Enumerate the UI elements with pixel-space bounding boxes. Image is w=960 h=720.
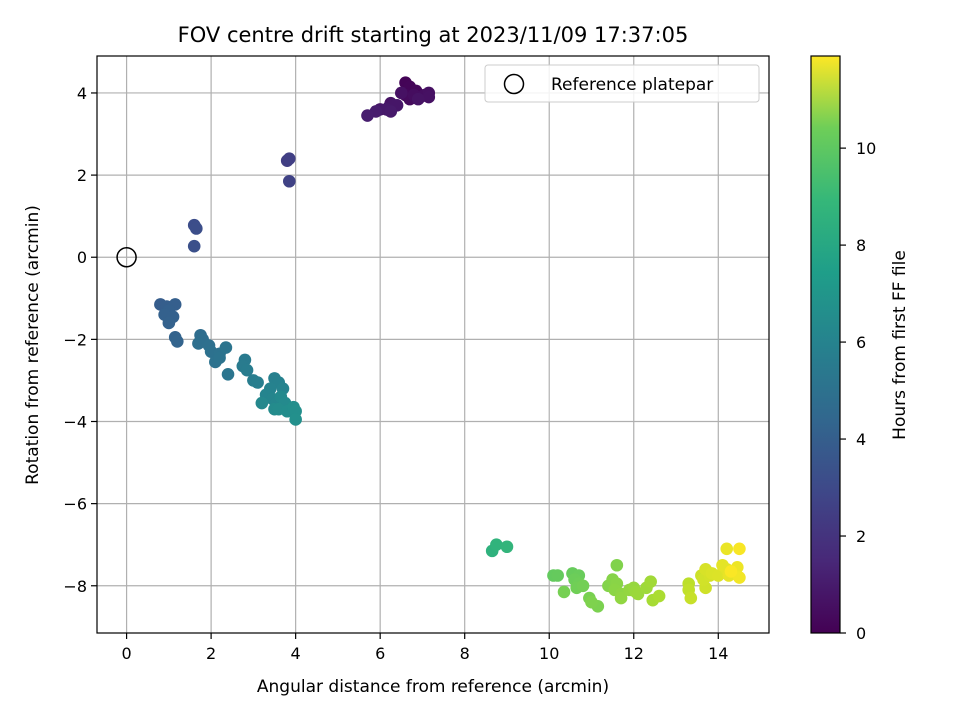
data-point [240, 363, 254, 377]
legend-entry-reference: Reference platepar [551, 75, 713, 95]
x-tick-label: 10 [539, 644, 559, 663]
x-tick-label: 6 [375, 644, 385, 663]
x-tick-label: 0 [121, 644, 131, 663]
data-point [610, 558, 624, 572]
colorbar-tick-label: 8 [856, 236, 866, 255]
colorbar-gradient [810, 55, 841, 634]
y-tick-label: −2 [63, 330, 87, 349]
data-point [644, 575, 657, 588]
legend-marker [503, 73, 525, 95]
y-tick-label: −4 [63, 413, 87, 432]
data-point [576, 579, 590, 593]
data-point [684, 591, 698, 605]
chart-title: FOV centre drift starting at 2023/11/09 … [178, 23, 689, 47]
y-tick-label: 4 [77, 84, 87, 103]
y-tick-label: 0 [77, 248, 87, 267]
data-point [187, 239, 201, 253]
y-tick-label: −6 [63, 495, 87, 514]
legend-box [484, 64, 760, 103]
data-point [190, 222, 203, 235]
data-point [395, 86, 408, 100]
x-tick-label: 8 [460, 644, 470, 663]
data-point [500, 540, 514, 554]
y-axis-ticks: −8 −6 −4 −2 0 2 4 [63, 84, 97, 596]
data-point [411, 92, 425, 106]
reference-marker [116, 246, 137, 268]
data-point [490, 538, 503, 552]
y-tick-label: −8 [63, 577, 87, 596]
colorbar-tick-label: 2 [856, 527, 866, 546]
y-tick-label: 2 [77, 166, 87, 185]
x-axis-label: Angular distance from reference (arcmin) [257, 677, 609, 697]
data-point [551, 569, 564, 582]
data-points [154, 76, 746, 613]
data-point [283, 152, 296, 165]
data-point [557, 585, 571, 599]
legend: Reference platepar [484, 64, 760, 103]
colorbar-tick-label: 4 [856, 430, 866, 449]
colorbar: 0 2 4 6 8 10 Hours from first FF file [810, 55, 910, 643]
data-point [255, 396, 269, 410]
data-point [162, 316, 176, 330]
data-point [289, 413, 302, 426]
data-point [219, 341, 233, 354]
y-axis-label: Rotation from reference (arcmin) [23, 205, 43, 485]
x-tick-label: 4 [291, 644, 301, 663]
data-point [361, 109, 374, 122]
data-point [652, 589, 666, 603]
colorbar-tick-label: 0 [856, 624, 866, 643]
data-point [384, 105, 398, 118]
data-point [213, 351, 226, 365]
data-point [221, 367, 235, 381]
plot-area-frame [96, 55, 770, 634]
data-point [720, 542, 734, 556]
data-point [171, 335, 184, 348]
data-point [733, 542, 746, 556]
data-point [283, 174, 296, 188]
data-point [192, 337, 205, 350]
colorbar-label: Hours from first FF file [890, 250, 910, 440]
x-tick-label: 2 [206, 644, 216, 663]
data-point [724, 565, 738, 578]
colorbar-tick-label: 6 [856, 333, 866, 352]
x-tick-label: 12 [624, 644, 644, 663]
colorbar-tick-label: 10 [856, 139, 876, 158]
data-point [422, 90, 436, 104]
data-point [251, 376, 264, 389]
reference-platepar-marker [116, 246, 137, 268]
x-tick-label: 14 [708, 644, 728, 663]
colorbar-ticks: 0 2 4 6 8 10 [840, 139, 876, 643]
data-point [614, 591, 628, 605]
x-axis-ticks: 0 2 4 6 8 10 12 14 [121, 633, 728, 663]
data-point [585, 595, 598, 609]
